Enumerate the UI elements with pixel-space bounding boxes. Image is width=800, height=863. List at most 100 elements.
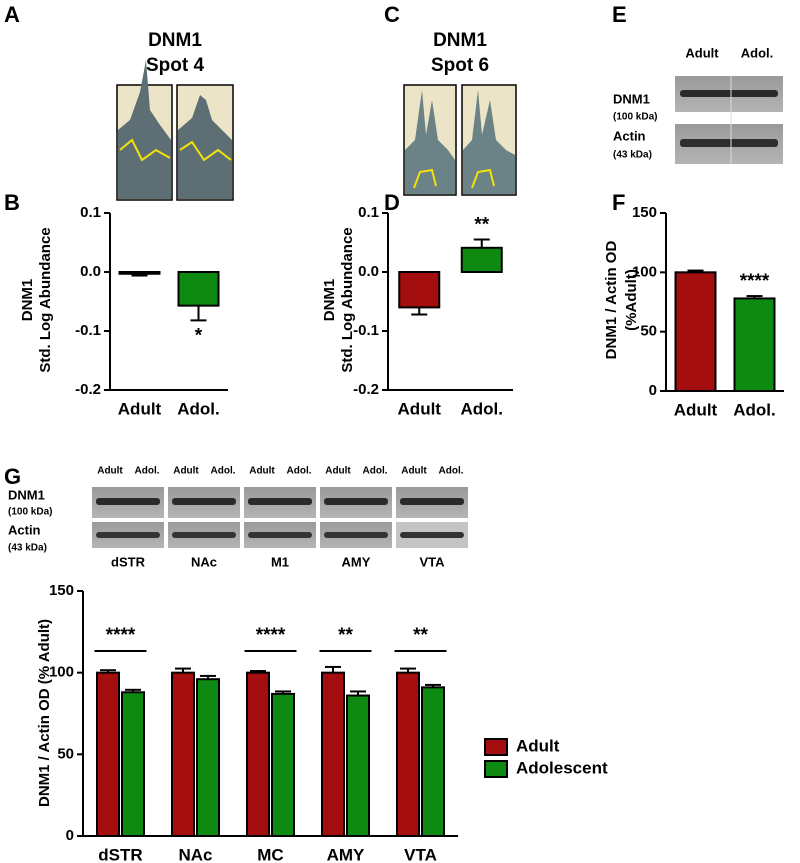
bar	[398, 271, 441, 309]
legend-label: Adult	[516, 736, 560, 755]
blot-image	[675, 76, 783, 164]
blot-column: Adult	[173, 466, 199, 477]
y-tick-label: 0.0	[358, 263, 379, 280]
x-tick-label: Adol.	[461, 399, 504, 418]
blot-region: NAc	[191, 554, 217, 569]
blot-band	[172, 532, 236, 538]
bar	[460, 246, 503, 273]
x-tick-label: MC	[257, 845, 283, 863]
blot-band	[324, 498, 388, 505]
x-tick-label: dSTR	[98, 845, 142, 863]
blot-band	[400, 498, 464, 505]
blot-column: Adol.	[741, 45, 774, 60]
blot-column: Adol.	[287, 466, 312, 477]
blot-column: Adult	[97, 466, 123, 477]
y-tick-label: 100	[632, 263, 657, 280]
blot-band	[248, 498, 312, 505]
panel-label: D	[384, 190, 400, 215]
y-tick-label: 50	[640, 323, 657, 340]
blot-row-size: (43 kDa)	[8, 543, 47, 554]
blot-band	[172, 498, 236, 505]
significance: **	[413, 625, 428, 646]
blot-band	[96, 498, 160, 505]
bar	[346, 694, 370, 837]
blot-band	[324, 532, 388, 538]
y-axis-label: DNM1	[19, 279, 36, 322]
bar	[177, 271, 220, 307]
panel-label: B	[4, 190, 20, 215]
panel-label: A	[4, 2, 20, 27]
y-tick-label: 0.1	[80, 204, 101, 221]
significance: ****	[740, 271, 770, 292]
x-tick-label: Adult	[118, 399, 162, 418]
blot-column: Adult	[401, 466, 427, 477]
x-tick-label: Adult	[674, 400, 718, 419]
blot-region: dSTR	[111, 554, 146, 569]
y-tick-label: -0.2	[75, 381, 101, 398]
bar	[121, 691, 145, 837]
legend-swatch	[484, 760, 508, 778]
significance: **	[338, 625, 353, 646]
blot-row-size: (100 kDa)	[8, 507, 52, 518]
blot-column: Adult	[685, 45, 719, 60]
blot-band	[96, 532, 160, 538]
x-tick-label: VTA	[404, 845, 437, 863]
panel-label: E	[612, 2, 627, 27]
bar	[674, 271, 717, 393]
x-tick-label: Adult	[398, 399, 442, 418]
legend-swatch	[484, 738, 508, 756]
bar	[118, 271, 161, 275]
bar	[321, 671, 345, 838]
blot-row: DNM1	[8, 487, 45, 502]
y-tick-label: 0	[649, 382, 657, 399]
bar	[196, 678, 220, 838]
spot-title: DNM1	[148, 30, 202, 51]
x-tick-label: NAc	[178, 845, 212, 863]
y-tick-label: 0.0	[80, 263, 101, 280]
y-tick-label: -0.1	[75, 322, 101, 339]
blot-column: Adol.	[363, 466, 388, 477]
y-tick-label: 150	[632, 204, 657, 221]
y-axis-label: DNM1	[321, 279, 338, 322]
y-tick-label: 0.1	[358, 204, 379, 221]
blot-region: M1	[271, 554, 289, 569]
y-axis-label: Std. Log Abundance	[37, 227, 54, 372]
bar	[171, 671, 195, 838]
blot-row: DNM1	[613, 91, 650, 106]
blot-column: Adol.	[439, 466, 464, 477]
significance: *	[195, 325, 203, 346]
blot-region: AMY	[342, 554, 371, 569]
significance: **	[474, 215, 489, 236]
y-tick-label: 100	[49, 664, 74, 681]
blot-row-size: (43 kDa)	[613, 150, 652, 161]
y-tick-label: 0	[66, 827, 74, 844]
bar	[96, 671, 120, 838]
bar	[733, 297, 776, 392]
blot-column: Adult	[249, 466, 275, 477]
x-tick-label: AMY	[327, 845, 365, 863]
bar	[421, 686, 445, 837]
spot-title: DNM1	[433, 30, 487, 51]
blot-column: Adol.	[211, 466, 236, 477]
blot-row-size: (100 kDa)	[613, 112, 657, 123]
y-axis-label: (%Adult)	[623, 269, 640, 331]
y-tick-label: 50	[57, 745, 74, 762]
bar	[271, 692, 295, 838]
bar	[396, 671, 420, 838]
panel-label: G	[4, 464, 21, 489]
blot-region: VTA	[419, 554, 445, 569]
significance: ****	[256, 625, 286, 646]
blot-band	[400, 532, 464, 538]
x-tick-label: Adol.	[733, 400, 776, 419]
bar	[246, 671, 270, 838]
blot-column: Adol.	[135, 466, 160, 477]
y-axis-label: Std. Log Abundance	[339, 227, 356, 372]
y-axis-label: DNM1 / Actin OD (% Adult)	[36, 619, 53, 807]
blot-row: Actin	[8, 522, 41, 537]
significance: ****	[106, 625, 136, 646]
panel-label: F	[612, 190, 625, 215]
y-axis-label: DNM1 / Actin OD	[603, 241, 620, 360]
y-tick-label: -0.1	[353, 322, 379, 339]
y-tick-label: 150	[49, 582, 74, 599]
